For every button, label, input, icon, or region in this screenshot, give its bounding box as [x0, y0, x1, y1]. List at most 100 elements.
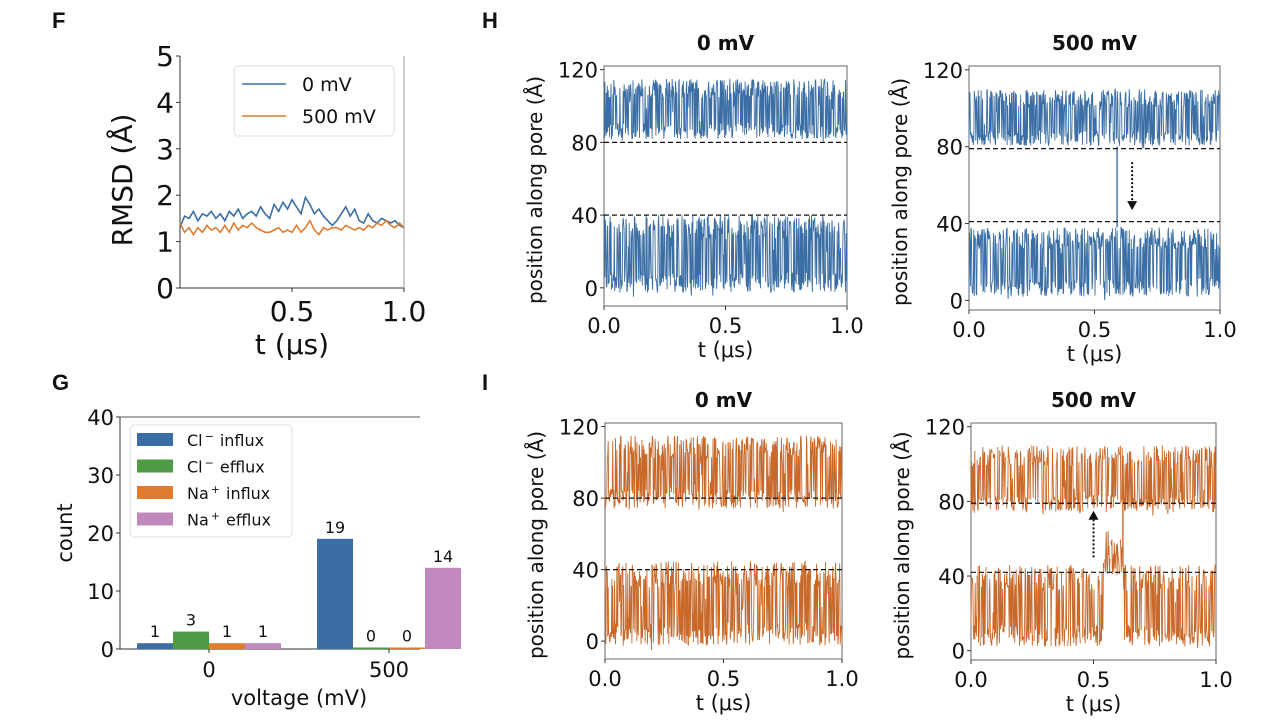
legend-swatch — [137, 512, 173, 526]
y-axis-label: position along pore (Å) — [890, 431, 914, 659]
y-tick-label: 20 — [87, 522, 114, 546]
y-tick-label: 1 — [156, 226, 174, 259]
legend-label: Cl − influx — [187, 430, 264, 450]
bar — [173, 631, 209, 649]
panel-letter-i: I — [482, 370, 488, 395]
y-tick-label: 5 — [156, 40, 174, 73]
y-axis-label: position along pore (Å) — [523, 76, 547, 304]
chart-title: 500 mV — [1052, 31, 1138, 55]
y-tick-label: 120 — [925, 416, 965, 440]
rmsd-chart: 0 1 2 3 4 5 0.5 1.0 t (μs) RMSD (Å) 0 mV 500 mV — [105, 40, 426, 361]
x-axis-label: t (μs) — [255, 328, 329, 361]
trace-lower-ion — [604, 559, 843, 650]
arrow-down-icon — [1127, 201, 1138, 211]
y-tick-label: 40 — [572, 559, 599, 583]
legend: Cl − influx Cl − efflux Na + influx Na + efflux — [129, 424, 293, 538]
position-chart-h-0mv: 0 mV 0 40 80 120 0.0 0.5 1.0 t (μs) position alon… — [523, 31, 864, 362]
chart-title: 0 mV — [695, 388, 753, 412]
x-tick-label: 1.0 — [1199, 668, 1232, 692]
y-tick-label: 4 — [156, 86, 174, 119]
bar-value-label: 1 — [222, 622, 232, 641]
x-axis-label: t (μs) — [696, 691, 752, 715]
y-tick-label: 80 — [938, 490, 965, 514]
bar-value-label: 1 — [150, 622, 160, 641]
x-axis-label: t (μs) — [1066, 692, 1122, 716]
bar — [209, 643, 245, 649]
series-line-0mv — [179, 195, 405, 229]
x-tick-label: 0.0 — [954, 668, 987, 692]
bar-value-label: 14 — [433, 547, 453, 566]
y-tick-label: 40 — [87, 406, 114, 430]
bar — [137, 643, 173, 649]
y-tick-label: 120 — [558, 59, 598, 83]
y-tick-label: 80 — [572, 487, 599, 511]
trace-lower-ion — [970, 530, 1217, 649]
y-tick-label: 10 — [87, 580, 114, 604]
x-tick-label: 0 — [202, 658, 215, 682]
y-tick-label: 0 — [950, 289, 963, 313]
position-chart-i-500mv: 500 mV 0 40 80 120 0.0 0.5 1.0 t (μs) position al… — [890, 388, 1233, 716]
y-tick-label: 40 — [938, 565, 965, 589]
y-tick-label: 0 — [156, 272, 174, 305]
legend-swatch — [137, 486, 173, 499]
legend-label: Na + efflux — [187, 510, 271, 530]
y-tick-label: 30 — [87, 464, 114, 488]
x-tick-label: 0.5 — [1077, 668, 1110, 692]
chart-title: 500 mV — [1051, 388, 1137, 412]
x-tick-label: 500 — [369, 658, 409, 682]
panel-letter-f: F — [52, 8, 65, 33]
trace-lower-ion — [968, 226, 1221, 301]
bar — [389, 647, 425, 649]
arrow-up-icon — [1088, 510, 1099, 520]
y-axis-label: count — [53, 503, 77, 562]
x-tick-label: 0.5 — [707, 667, 740, 691]
x-tick-label: 0.5 — [709, 314, 742, 338]
bar-value-label: 1 — [258, 622, 268, 641]
y-tick-label: 0 — [952, 640, 965, 664]
x-tick-label: 0.0 — [587, 314, 620, 338]
trace-lower-ion — [603, 215, 848, 297]
bar — [245, 643, 281, 649]
y-tick-label: 0 — [101, 638, 114, 662]
panel-letter-g: G — [52, 370, 69, 395]
position-chart-i-0mv: 0 mV 0 40 80 120 0.0 0.5 1.0 t (μs) position alon… — [524, 388, 859, 715]
bar-value-label: 19 — [325, 518, 345, 537]
bar — [317, 538, 353, 649]
legend-swatch — [137, 433, 173, 446]
x-tick-label: 0.5 — [1078, 318, 1111, 342]
legend-label: 500 mV — [302, 106, 376, 128]
trace-upper-ion — [970, 445, 1217, 516]
trace-upper-ion — [968, 87, 1221, 149]
panel-letter-h: H — [482, 8, 498, 33]
series-line-500mv — [179, 219, 405, 237]
legend: 0 mV 500 mV — [233, 65, 395, 137]
y-tick-label: 120 — [923, 59, 963, 83]
legend-label: 0 mV — [302, 74, 352, 96]
y-axis-label: position along pore (Å) — [888, 78, 912, 306]
y-tick-label: 80 — [571, 131, 598, 155]
y-tick-label: 0 — [585, 277, 598, 301]
y-tick-label: 80 — [936, 136, 963, 160]
bar — [425, 567, 461, 649]
y-tick-label: 0 — [586, 630, 599, 654]
bar-value-label: 0 — [366, 627, 376, 646]
x-tick-label: 0.0 — [588, 667, 621, 691]
x-axis-label: t (μs) — [1067, 342, 1123, 366]
y-tick-label: 120 — [559, 416, 599, 440]
bar — [353, 647, 389, 649]
trace-upper-ion — [603, 78, 848, 142]
legend-swatch — [137, 459, 173, 473]
x-axis-label: voltage (mV) — [231, 686, 367, 710]
x-axis-label: t (μs) — [698, 338, 754, 362]
y-axis-label: RMSD (Å) — [105, 114, 139, 247]
x-tick-label: 1.0 — [830, 314, 863, 338]
y-tick-label: 40 — [936, 213, 963, 237]
x-tick-label: 1.0 — [1203, 318, 1236, 342]
position-chart-h-500mv: 500 mV 0 40 80 120 0.0 0.5 1.0 t (μs) position al… — [888, 31, 1237, 366]
y-tick-label: 3 — [156, 133, 174, 166]
x-tick-label: 0.0 — [952, 318, 985, 342]
bar-value-label: 0 — [402, 627, 412, 646]
x-tick-label: 0.5 — [270, 295, 315, 328]
